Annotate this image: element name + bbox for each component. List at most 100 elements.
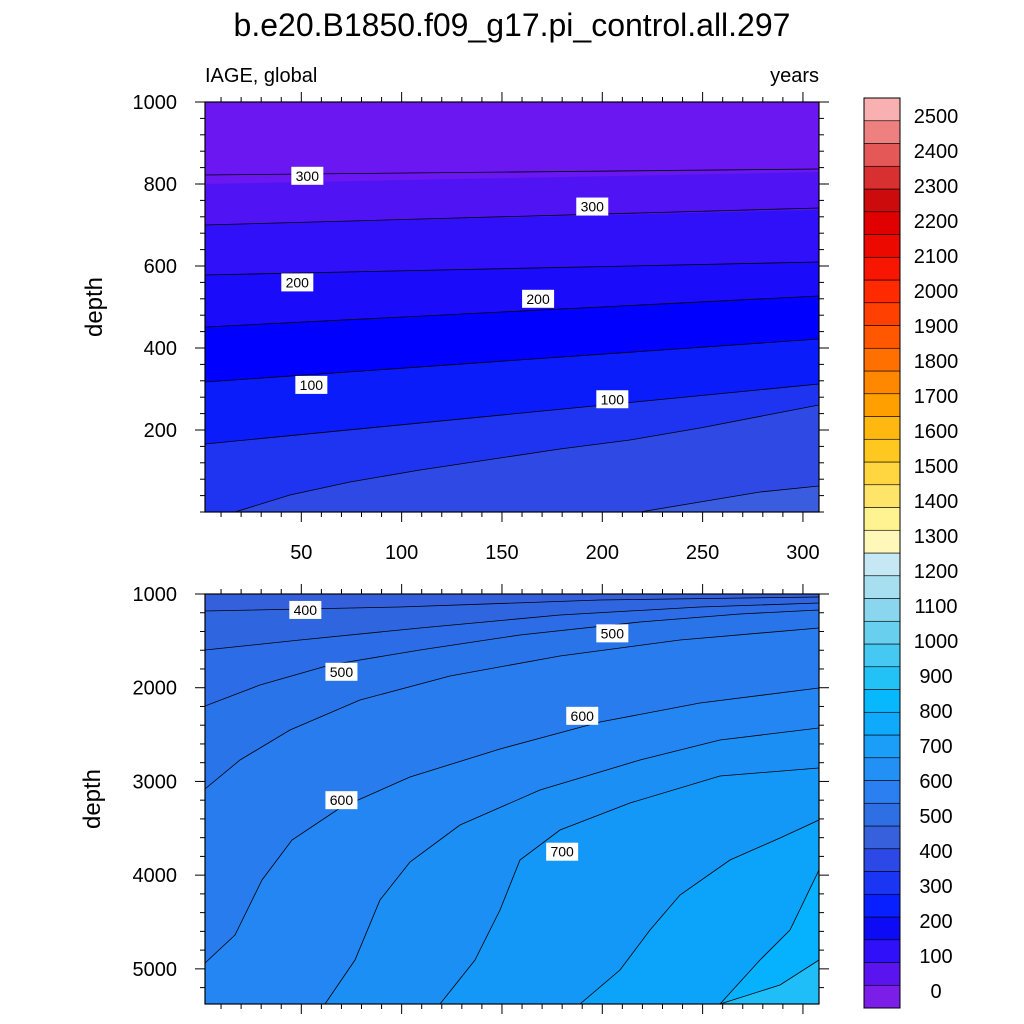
figure-title: b.e20.B1850.f09_g17.pi_control.all.297 [234,7,791,43]
upper-contour-line [205,295,819,328]
contour-label-text: 300 [296,168,320,184]
colorbar-label: 900 [919,666,952,688]
y-tick-label: 200 [144,420,177,442]
colorbar-label: 2300 [914,176,959,198]
contour-label-text: 600 [571,708,595,724]
y-tick-label: 1000 [133,584,178,606]
colorbar-swatch [863,757,901,781]
lower-fill-band [720,960,819,1004]
contour-label-box [325,791,358,810]
colorbar-label: 2200 [914,211,959,233]
colorbar-label: 1600 [914,421,959,443]
colorbar-swatch [863,598,901,622]
colorbar-swatch [863,165,901,190]
contour-label: 600 [325,791,358,810]
colorbar-label: 2400 [914,141,959,163]
colorbar-swatch [863,234,901,258]
upper-contour-labels: 100 100 200 200 300 300 [281,166,629,409]
colorbar-label: 2000 [914,281,959,303]
colorbar-label: 800 [919,701,952,723]
colorbar-label: 1100 [914,596,957,618]
colorbar-swatch [863,825,901,850]
colorbar-label: 1700 [914,386,959,408]
colorbar-swatch [863,780,901,804]
upper-fills [205,172,819,512]
contour-label-text: 500 [601,625,625,641]
colorbar-swatch [863,461,901,486]
y-tick-label: 5000 [133,959,178,981]
colorbar-label: 0 [930,981,941,1003]
contour-label-text: 500 [330,664,354,680]
colorbar-label: 200 [919,911,952,933]
colorbar-swatch [863,347,901,372]
contour-label-box [522,289,555,308]
colorbar-label: 500 [919,806,952,828]
colorbar-swatch [863,529,901,554]
colorbar-swatch [863,871,901,895]
colorbar-swatch [863,802,901,827]
colorbar-swatch [863,279,901,304]
colorbar-label: 1400 [914,491,959,513]
colorbar-swatch [863,711,901,736]
lower-contour-lines [205,596,819,1004]
colorbar-swatch [863,120,901,144]
contour-label-box [289,600,322,619]
y-tick-label: 400 [144,338,177,360]
x-tick-label: 300 [786,542,819,564]
colorbar-swatch [863,939,901,963]
contour-label-box [596,390,629,409]
colorbar-label: 1500 [914,456,959,478]
colorbar-swatch [863,552,901,577]
contour-label: 300 [291,166,324,185]
colorbar-swatch [863,620,901,645]
colorbar-label: 1900 [914,316,959,338]
colorbar-label: 600 [919,771,952,793]
lower-contour-labels: 400 500 500 600 600 700 [289,600,629,861]
lower-plot-frame [204,593,820,1005]
lower-contour-line [324,727,819,1004]
contour-label-text: 600 [330,792,354,808]
contour-label: 400 [289,600,322,619]
y-tick-label: 4000 [133,865,178,887]
colorbar-swatch [863,734,901,759]
lower-contour-line [719,869,819,1004]
lower-contour-line [719,959,819,1004]
lower-fills [205,597,819,1004]
x-tick-label: 200 [586,542,619,564]
contour-label-text: 200 [286,274,310,290]
contour-label-box [325,662,358,681]
contour-label-box [291,166,324,185]
contour-label: 200 [522,289,555,308]
y-tick-label: 1000 [133,92,178,114]
lower-contour-line [205,602,819,651]
upper-contour-line [205,383,819,445]
colorbar-label: 1000 [914,631,959,653]
y-tick-label: 2000 [133,678,178,700]
upper-contour-lines [205,168,819,512]
contour-label: 100 [295,375,328,394]
colorbar-label: 400 [919,841,952,863]
colorbar-swatch [863,666,901,690]
upper-fill-400 [640,486,819,512]
contour-label-text: 300 [581,199,605,215]
upper-contour-line [205,261,819,276]
contour-label-box [566,706,599,725]
upper-contour-line [234,404,819,512]
contour-label-text: 100 [300,377,324,393]
colorbar-swatch [863,325,901,349]
colorbar: 0 100 200 300 400 500 600 700 800 900 1000 1100 1200… [863,97,959,1009]
contour-label: 500 [325,662,358,681]
upper-contour-line [205,207,819,226]
lower-ylabel: depth [79,769,106,829]
colorbar-swatch [863,643,901,668]
y-tick-label: 3000 [133,771,178,793]
subtitle-left: IAGE, global [205,65,317,87]
contour-label: 600 [566,706,599,725]
upper-contour-line [205,338,819,383]
colorbar-swatch [863,211,901,235]
contour-label-box [596,624,629,643]
colorbar-swatch [863,438,901,463]
subtitle-right: years [770,65,819,87]
upper-fill-350 [205,405,819,512]
